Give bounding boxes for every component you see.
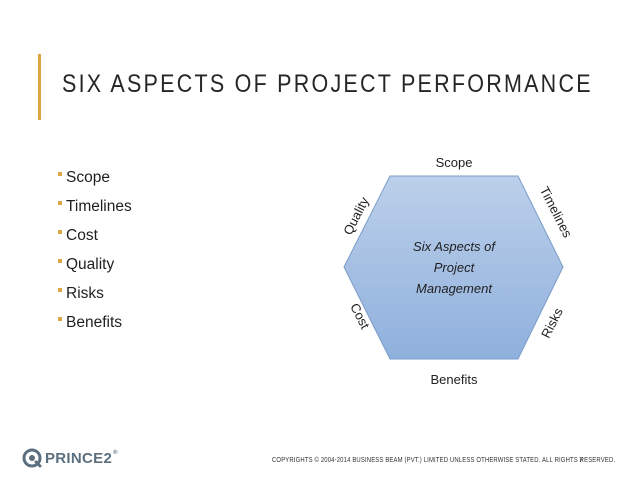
bullet-item: Cost (58, 221, 132, 250)
bullet-text: Timelines (66, 198, 132, 215)
hexagon-shape (343, 175, 564, 360)
prince2-logo-text: PRINCE2® (45, 450, 118, 467)
title-accent-bar (38, 54, 41, 120)
bullet-item: Benefits (58, 308, 132, 337)
bullet-text: Benefits (66, 314, 123, 331)
bullet-dot-icon (58, 288, 62, 292)
aspect-bullet-list: Scope Timelines Cost Quality Risks Benef… (58, 163, 132, 337)
bullet-item: Risks (58, 279, 132, 308)
bullet-item: Scope (58, 163, 132, 192)
prince2-logo-mark-icon (22, 448, 42, 468)
bullet-dot-icon (58, 201, 62, 205)
hexagon-center-line-1: Six Aspects of (413, 239, 496, 254)
bullet-item: Quality (58, 250, 132, 279)
bullet-dot-icon (58, 172, 62, 176)
registered-mark: ® (113, 449, 118, 456)
prince2-logo: PRINCE2® (22, 446, 118, 470)
page-number: 7 (579, 455, 584, 464)
hexagon-center-line-2: Project (434, 260, 476, 275)
copyright-notice: COPYRIGHTS © 2004-2014 BUSINESS BEAM (PV… (272, 455, 616, 464)
hexagon-center-line-3: Management (416, 281, 493, 296)
diagram-label-scope: Scope (436, 155, 473, 170)
bullet-dot-icon (58, 317, 62, 321)
bullet-text: Risks (66, 285, 104, 302)
slide-title: SIX ASPECTS OF PROJECT PERFORMANCE (62, 70, 593, 98)
diagram-label-benefits: Benefits (431, 372, 478, 387)
bullet-dot-icon (58, 230, 62, 234)
bullet-text: Scope (66, 169, 110, 186)
bullet-dot-icon (58, 259, 62, 263)
logo-word: PRINCE2 (45, 449, 113, 467)
bullet-text: Cost (66, 227, 98, 244)
bullet-item: Timelines (58, 192, 132, 221)
bullet-text: Quality (66, 256, 115, 273)
